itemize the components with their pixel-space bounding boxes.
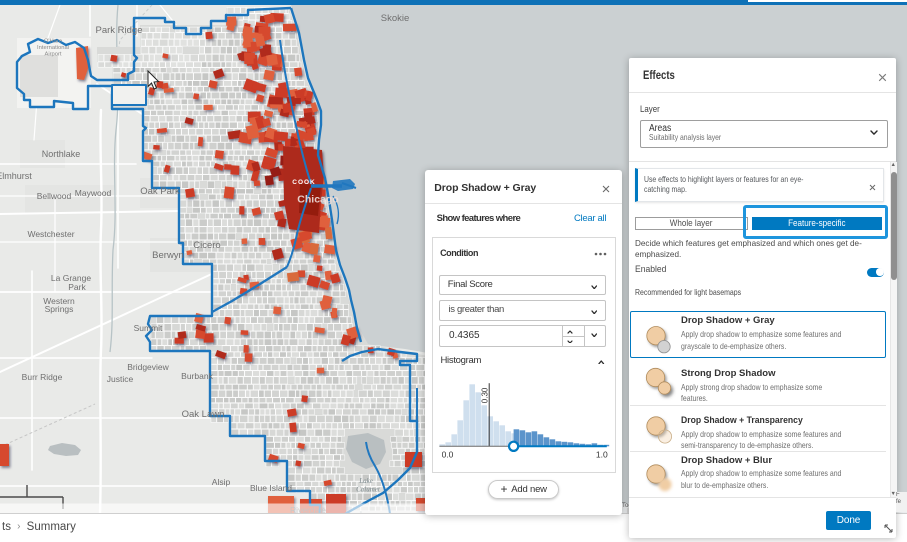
svg-text:O'Hare: O'Hare: [44, 39, 62, 45]
svg-text:Western: Western: [43, 296, 75, 306]
svg-text:Park: Park: [68, 282, 86, 292]
svg-text:Tog: Tog: [622, 503, 632, 509]
svg-text:La Grange: La Grange: [51, 273, 91, 283]
svg-text:Summit: Summit: [134, 323, 163, 333]
svg-text:Burr Ridge: Burr Ridge: [22, 372, 63, 382]
svg-text:Skokie: Skokie: [381, 13, 410, 24]
svg-text:COOK: COOK: [292, 179, 316, 186]
svg-text:0.30: 0.30: [481, 387, 490, 403]
svg-text:Burbank: Burbank: [181, 371, 213, 381]
svg-text:Bridgeview: Bridgeview: [127, 362, 169, 372]
svg-text:Airport: Airport: [44, 52, 61, 58]
svg-text:Cicero: Cicero: [193, 240, 220, 251]
svg-text:Calumet: Calumet: [356, 486, 381, 494]
svg-text:Westchester: Westchester: [27, 229, 74, 239]
svg-text:Oak Park: Oak Park: [140, 186, 180, 197]
svg-text:Alsip: Alsip: [212, 477, 231, 487]
svg-text:Chicago: Chicago: [297, 194, 338, 206]
svg-text:1.0: 1.0: [596, 450, 608, 460]
svg-text:International: International: [37, 45, 69, 51]
svg-text:Park Ridge: Park Ridge: [96, 25, 143, 36]
svg-text:0.0: 0.0: [442, 450, 454, 460]
svg-text:Northlake: Northlake: [42, 149, 81, 159]
svg-text:Elmhurst: Elmhurst: [0, 171, 32, 181]
svg-text:Berwyn: Berwyn: [152, 250, 184, 261]
svg-text:Lake: Lake: [358, 477, 373, 485]
svg-text:Bellwood: Bellwood: [37, 191, 72, 201]
svg-text:Springs: Springs: [45, 304, 74, 314]
svg-text:Justice: Justice: [107, 374, 134, 384]
svg-text:Blue Island: Blue Island: [250, 483, 292, 493]
svg-text:Maywood: Maywood: [75, 188, 112, 198]
svg-text:Oak Lawn: Oak Lawn: [182, 409, 225, 420]
